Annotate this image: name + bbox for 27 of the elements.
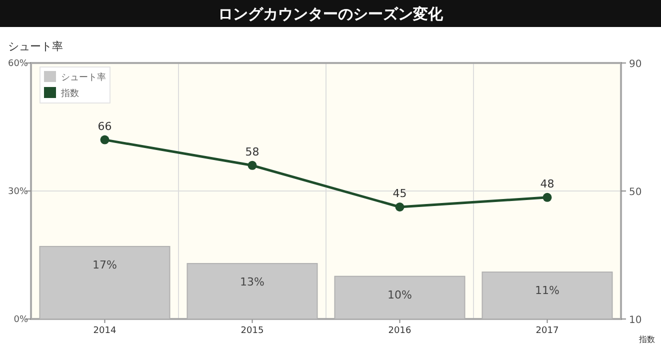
point: [100, 135, 110, 144]
data-label: 10%: [388, 288, 412, 302]
data-label: 11%: [535, 284, 560, 298]
data-label: 17%: [92, 258, 117, 272]
point: [395, 202, 404, 212]
x-tick-label: 2014: [93, 326, 116, 336]
y2-axis-title: 指数: [638, 335, 655, 344]
y-tick-label: 60%: [8, 59, 28, 69]
legend-label: 指数: [60, 88, 79, 99]
y-axis-title: シュート率: [8, 40, 63, 53]
point: [248, 160, 257, 170]
y-tick-label: 30%: [8, 187, 28, 197]
y2-tick-label: 10: [629, 315, 642, 326]
data-label: 58: [245, 145, 260, 158]
x-tick-label: 2015: [240, 326, 264, 336]
data-label: 48: [540, 177, 554, 190]
y2-tick-label: 90: [629, 59, 642, 70]
data-label: 66: [98, 120, 112, 133]
point: [542, 192, 552, 202]
legend-label: シュート率: [61, 72, 106, 83]
data-label: 45: [392, 187, 407, 200]
x-tick-label: 2017: [536, 326, 559, 336]
data-label: 13%: [240, 276, 264, 289]
x-tick-label: 2016: [388, 326, 412, 336]
y2-tick-label: 50: [629, 187, 642, 198]
y-tick-label: 0%: [14, 315, 28, 325]
chart-title: ロングカウンターのシーズン変化: [218, 5, 444, 23]
